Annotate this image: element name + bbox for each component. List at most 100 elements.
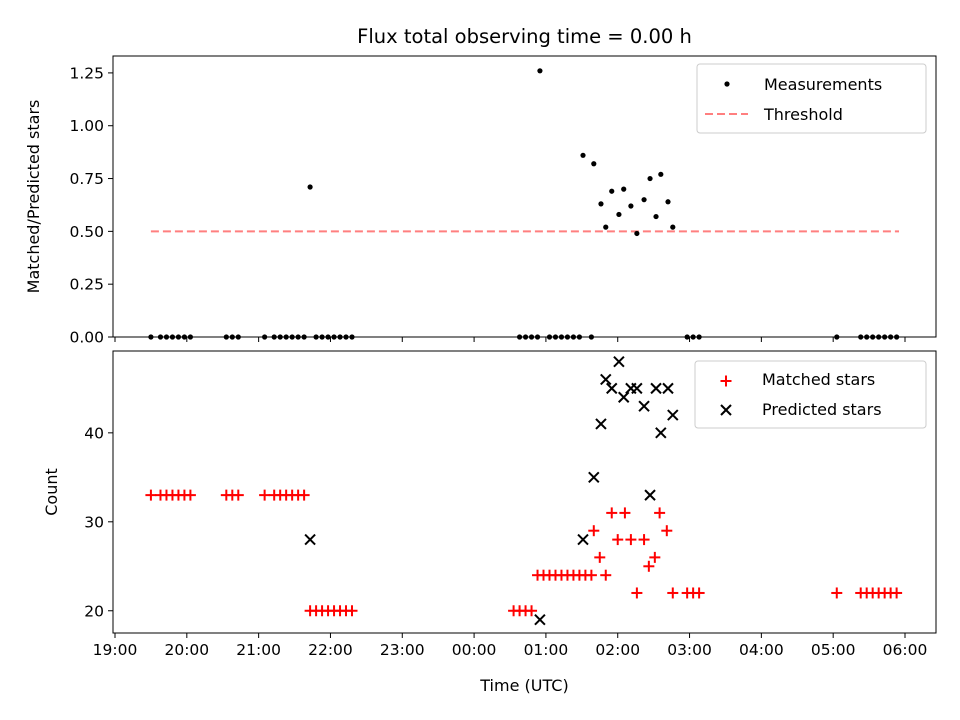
matched-star-point: [612, 534, 624, 546]
x-tick-label: 00:00: [452, 641, 497, 659]
predicted-star-point: [638, 400, 650, 412]
star-count-panel: 19:00 20:00 21:00 22:00 23:00 00:00 01:00 02:00…: [42, 350, 937, 659]
measurement-point: [621, 186, 627, 192]
predicted-star-point: [595, 418, 607, 430]
measurement-point: [349, 334, 355, 340]
predicted-star-point: [650, 382, 662, 395]
legend: Matched stars Predicted stars: [694, 360, 927, 429]
measurement-point: [894, 334, 900, 340]
measurement-point: [313, 334, 319, 340]
cross-b: [644, 489, 656, 501]
legend-frame: [694, 360, 927, 429]
predicted-star-point: [655, 427, 667, 439]
measurement-point: [229, 334, 235, 340]
matched-star-point: [891, 587, 903, 599]
predicted-star-point: [613, 355, 625, 368]
x-tick-label: 21:00: [236, 641, 281, 659]
x-tick-label: 04:00: [739, 641, 784, 659]
measurement-point: [570, 334, 577, 340]
measurement-point: [223, 334, 229, 340]
measurement-point: [148, 334, 154, 340]
measurement-point: [588, 334, 594, 340]
cross-b: [720, 404, 732, 416]
x-tick-label: 06:00: [883, 641, 928, 659]
measurement-point: [628, 203, 634, 209]
matched-star-point: [643, 560, 655, 572]
measurement-point: [325, 334, 331, 340]
measurement-point: [558, 334, 565, 340]
measurement-point: [658, 171, 664, 177]
measurement-point: [271, 334, 277, 340]
matched-star-point: [667, 587, 679, 599]
cross-b: [304, 533, 316, 546]
x-tick-label: 22:00: [308, 641, 353, 659]
measurement-point: [634, 230, 640, 237]
measurement-point: [598, 201, 604, 207]
predicted-star-point: [577, 533, 589, 546]
matched-star-point: [625, 534, 637, 546]
measurement-point: [181, 334, 188, 340]
y-tick-label: 30: [84, 513, 104, 531]
measurement-point: [546, 334, 553, 340]
measurement-point: [343, 334, 349, 340]
measurement-point: [684, 334, 690, 340]
measurement-point: [870, 334, 876, 340]
y-tick-label: 0.50: [69, 223, 104, 241]
legend-matched-label: Matched stars: [762, 370, 875, 389]
plot-frame: [112, 350, 937, 634]
x-axis-label: Time (UTC): [479, 676, 568, 695]
measurement-point: [647, 175, 653, 182]
measurement-point: [528, 334, 535, 340]
y-tick-label: 40: [84, 424, 104, 442]
measurement-point: [665, 199, 671, 205]
measurement-point: [603, 224, 609, 230]
predicted-star-point: [588, 471, 600, 484]
matched-star-point: [184, 489, 196, 501]
measurement-point: [235, 334, 241, 340]
cross-b: [588, 471, 600, 484]
measurement-point: [537, 68, 543, 74]
measurement-point: [516, 334, 523, 340]
matched-star-point: [606, 507, 618, 519]
measurement-point: [262, 334, 268, 340]
measurement-point: [283, 334, 289, 340]
x-tick-label: 02:00: [595, 641, 640, 659]
legend-matched-marker: [720, 375, 732, 387]
y-axis-label: Matched/Predicted stars: [24, 100, 43, 294]
measurement-point: [591, 161, 597, 167]
measurement-point: [277, 334, 283, 340]
cross-b: [631, 382, 643, 395]
legend: Measurements Threshold: [696, 63, 927, 134]
matched-star-point: [661, 525, 673, 537]
measurement-point: [169, 334, 176, 340]
cross-b: [655, 427, 667, 439]
x-tick-label: 03:00: [667, 641, 712, 659]
measurement-point: [834, 334, 840, 340]
y-tick-label: 0.75: [69, 170, 104, 188]
cross-b: [662, 382, 674, 395]
measurement-point: [864, 334, 870, 340]
matched-star-point: [145, 489, 157, 501]
cross-b: [667, 409, 679, 421]
measurement-point: [534, 334, 541, 340]
measurement-point: [696, 334, 702, 340]
measurement-point: [307, 184, 313, 190]
cross-b: [638, 400, 650, 412]
matched-star-point: [693, 587, 705, 599]
predicted-star-point: [534, 613, 546, 626]
flux-ratio-panel: 0.00 0.25 0.50 0.75 1.00 1.25 Matched/Predicte…: [24, 55, 937, 347]
cross-b: [595, 418, 607, 430]
cross-b: [606, 382, 618, 395]
legend-predicted-label: Predicted stars: [762, 400, 882, 419]
measurement-point: [616, 211, 622, 218]
measurement-point: [888, 334, 894, 340]
measurement-point: [187, 334, 194, 340]
measurement-point: [337, 334, 343, 340]
predicted-star-point: [667, 409, 679, 421]
measurement-point: [552, 334, 559, 340]
measurement-point: [301, 334, 307, 340]
measurement-point: [641, 197, 647, 203]
predicted-star-point: [618, 391, 630, 403]
measurement-point: [653, 213, 659, 220]
matched-star-point: [654, 507, 666, 519]
